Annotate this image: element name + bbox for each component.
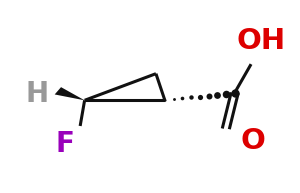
Polygon shape: [55, 87, 85, 100]
Text: OH: OH: [237, 27, 286, 55]
Text: H: H: [26, 80, 49, 108]
Text: O: O: [240, 127, 265, 155]
Text: F: F: [56, 130, 75, 158]
